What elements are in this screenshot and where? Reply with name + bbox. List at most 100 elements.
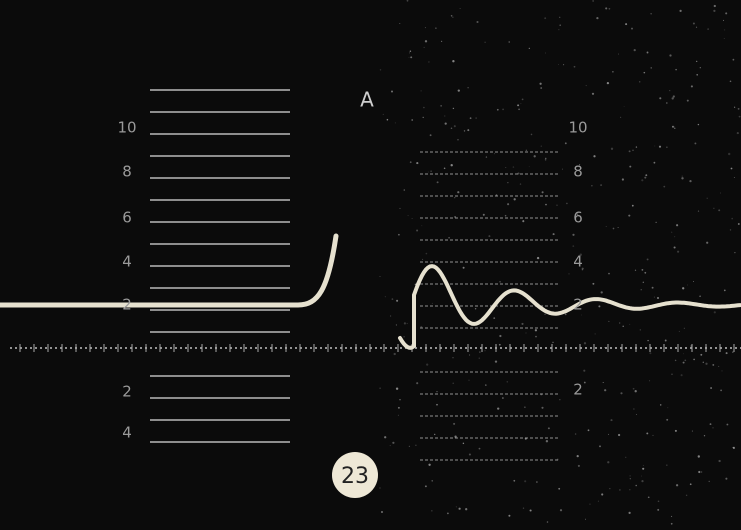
speck — [605, 225, 607, 228]
speck — [452, 382, 454, 384]
speck — [424, 40, 428, 43]
speck — [416, 229, 419, 232]
speck — [642, 464, 644, 466]
speck — [629, 475, 631, 477]
speck — [454, 215, 457, 218]
speck — [398, 233, 400, 236]
speck — [409, 52, 411, 54]
speck — [593, 155, 596, 158]
speck — [634, 269, 637, 271]
speck — [670, 522, 673, 525]
speck — [653, 161, 656, 164]
speck — [494, 360, 498, 363]
speck — [513, 198, 516, 201]
speck — [482, 213, 485, 216]
speck — [632, 149, 634, 152]
speck — [524, 437, 527, 440]
speck — [452, 357, 454, 359]
speck — [382, 113, 384, 115]
speck — [447, 512, 449, 515]
speck — [646, 51, 649, 54]
speck — [521, 98, 524, 101]
speck — [467, 129, 470, 132]
speck — [528, 166, 530, 168]
speck — [581, 267, 584, 270]
speck — [558, 29, 560, 31]
speck — [666, 464, 668, 466]
speck — [720, 192, 721, 194]
speck — [475, 117, 477, 119]
speck — [379, 276, 381, 278]
speck — [507, 182, 509, 184]
speck — [426, 363, 429, 366]
speck — [559, 24, 561, 26]
speck — [639, 329, 641, 331]
speck — [450, 127, 453, 130]
speck — [559, 509, 563, 512]
speck — [652, 434, 654, 436]
speck — [395, 387, 399, 390]
scale-label: 2 — [122, 383, 132, 401]
speck — [583, 342, 587, 345]
speck — [379, 487, 381, 489]
speck — [635, 484, 637, 487]
speck — [528, 47, 530, 49]
speck — [641, 480, 644, 483]
speck — [420, 325, 423, 328]
speck — [444, 115, 446, 117]
speck — [440, 105, 442, 107]
speck — [384, 436, 387, 439]
speck — [576, 454, 579, 458]
speck — [574, 433, 577, 435]
speck — [699, 295, 701, 297]
speck — [641, 179, 644, 182]
speck — [694, 142, 697, 145]
speck — [380, 510, 384, 514]
speck — [564, 142, 567, 145]
speck — [403, 189, 406, 191]
speck — [420, 90, 422, 92]
speck — [718, 209, 721, 212]
speck — [606, 81, 610, 85]
speck — [431, 510, 433, 512]
speck — [608, 433, 610, 435]
speck — [386, 118, 389, 121]
speck — [721, 370, 723, 372]
speck — [524, 406, 526, 408]
speck — [671, 515, 673, 517]
speck — [650, 67, 652, 69]
speck — [681, 175, 683, 177]
speck — [409, 50, 412, 52]
speck — [397, 406, 400, 409]
speck — [494, 153, 496, 155]
speck — [545, 440, 549, 443]
speck — [706, 241, 709, 244]
speck — [457, 139, 459, 141]
speck — [643, 71, 646, 74]
speck — [577, 464, 580, 467]
speck — [666, 146, 668, 148]
speck — [647, 339, 649, 342]
speck — [675, 68, 677, 71]
speck — [568, 273, 570, 275]
speck — [621, 178, 625, 181]
speck — [525, 332, 527, 334]
speck — [619, 322, 621, 324]
speck — [403, 322, 406, 325]
speck — [723, 37, 725, 40]
speck — [540, 393, 543, 396]
scale-label: 8 — [573, 163, 583, 181]
scale-label: 4 — [122, 424, 132, 442]
speck — [673, 246, 676, 249]
speck — [732, 351, 734, 353]
speck — [680, 374, 683, 377]
speck — [591, 92, 595, 95]
speck — [681, 177, 684, 180]
speck — [640, 475, 642, 477]
speck — [520, 103, 522, 105]
speck — [508, 41, 510, 43]
speck — [450, 15, 453, 17]
speck — [693, 358, 695, 361]
speck — [634, 390, 637, 393]
speck — [552, 233, 555, 236]
